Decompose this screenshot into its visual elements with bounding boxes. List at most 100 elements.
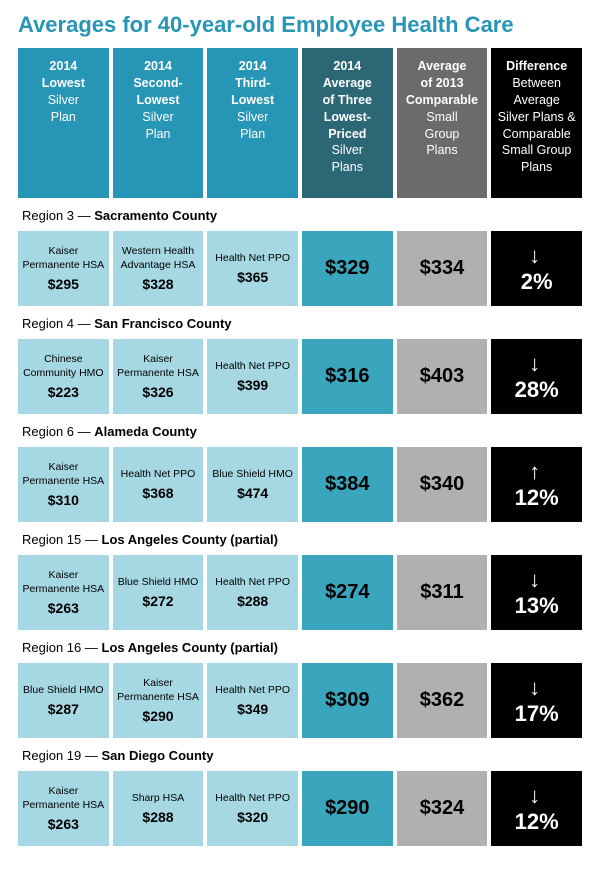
- plan-name: Blue Shield HMO: [212, 468, 293, 481]
- column-header-3: 2014Averageof ThreeLowest-PricedSilverPl…: [302, 48, 393, 198]
- plan-cell: Blue Shield HMO $272: [113, 555, 204, 630]
- header-light: BetweenAverageSilver Plans &ComparableSm…: [498, 75, 576, 176]
- plan-name: Kaiser Permanente HSA: [22, 785, 105, 811]
- difference-cell: ↓28%: [491, 339, 582, 414]
- arrow-down-icon: ↓: [529, 675, 540, 701]
- plan-price: $328: [142, 276, 173, 292]
- plan-price: $399: [237, 377, 268, 393]
- difference-pct: 17%: [515, 701, 559, 727]
- plan-price: $290: [142, 708, 173, 724]
- plan-price: $263: [48, 600, 79, 616]
- column-header-5: DifferenceBetweenAverageSilver Plans &Co…: [491, 48, 582, 198]
- plan-cell: Chinese Community HMO $223: [18, 339, 109, 414]
- plan-price: $365: [237, 269, 268, 285]
- plan-cell: Western Health Advantage HSA $328: [113, 231, 204, 306]
- plan-price: $272: [142, 593, 173, 609]
- plan-price: $310: [48, 492, 79, 508]
- plan-name: Kaiser Permanente HSA: [22, 461, 105, 487]
- plan-cell: Health Net PPO$368: [113, 447, 204, 522]
- avg-2013-cell: $324: [397, 771, 488, 846]
- header-bold: 2014Second-Lowest: [133, 58, 182, 109]
- difference-pct: 28%: [515, 377, 559, 403]
- avg-2014-cell: $274: [302, 555, 393, 630]
- plan-cell: Kaiser Permanente HSA $263: [18, 771, 109, 846]
- header-bold: Averageof 2013Comparable: [406, 58, 478, 109]
- arrow-down-icon: ↓: [529, 243, 540, 269]
- header-light: SilverPlans: [332, 142, 363, 176]
- avg-2014-cell: $290: [302, 771, 393, 846]
- plan-price: $320: [237, 809, 268, 825]
- avg-2013-cell: $362: [397, 663, 488, 738]
- avg-2014-cell: $329: [302, 231, 393, 306]
- plan-name: Health Net PPO: [215, 792, 290, 805]
- plan-name: Blue Shield HMO: [23, 684, 104, 697]
- region-label: Region 4 — San Francisco County: [18, 310, 582, 335]
- plan-price: $474: [237, 485, 268, 501]
- header-bold: Difference: [506, 58, 567, 75]
- plan-price: $326: [142, 384, 173, 400]
- avg-2013-cell: $340: [397, 447, 488, 522]
- plan-price: $287: [48, 701, 79, 717]
- plan-name: Sharp HSA: [132, 792, 185, 805]
- plan-name: Health Net PPO: [215, 684, 290, 697]
- region-label: Region 3 — Sacramento County: [18, 202, 582, 227]
- avg-2014-cell: $309: [302, 663, 393, 738]
- difference-cell: ↑12%: [491, 447, 582, 522]
- plan-price: $223: [48, 384, 79, 400]
- plan-name: Health Net PPO: [215, 360, 290, 373]
- avg-2014-cell: $384: [302, 447, 393, 522]
- plan-price: $349: [237, 701, 268, 717]
- difference-pct: 12%: [515, 809, 559, 835]
- plan-cell: Blue Shield HMO $474: [207, 447, 298, 522]
- plan-price: $368: [142, 485, 173, 501]
- plan-cell: Sharp HSA $288: [113, 771, 204, 846]
- plan-cell: Kaiser Permanente HSA $263: [18, 555, 109, 630]
- healthcare-table: 2014LowestSilverPlan2014Second-LowestSil…: [18, 48, 582, 846]
- column-header-0: 2014LowestSilverPlan: [18, 48, 109, 198]
- plan-name: Blue Shield HMO: [118, 576, 199, 589]
- region-label: Region 19 — San Diego County: [18, 742, 582, 767]
- plan-name: Kaiser Permanente HSA: [117, 677, 200, 703]
- plan-name: Kaiser Permanente HSA: [22, 245, 105, 271]
- header-light: SilverPlan: [237, 109, 268, 143]
- column-header-4: Averageof 2013ComparableSmallGroupPlans: [397, 48, 488, 198]
- difference-cell: ↓2%: [491, 231, 582, 306]
- avg-2013-cell: $403: [397, 339, 488, 414]
- plan-cell: Kaiser Permanente HSA $290: [113, 663, 204, 738]
- difference-cell: ↓13%: [491, 555, 582, 630]
- plan-name: Health Net PPO: [215, 252, 290, 265]
- page-title: Averages for 40-year-old Employee Health…: [18, 12, 582, 38]
- plan-cell: Blue Shield HMO $287: [18, 663, 109, 738]
- plan-price: $288: [142, 809, 173, 825]
- plan-name: Kaiser Permanente HSA: [22, 569, 105, 595]
- difference-cell: ↓12%: [491, 771, 582, 846]
- header-light: SilverPlan: [48, 92, 79, 126]
- plan-price: $288: [237, 593, 268, 609]
- region-label: Region 15 — Los Angeles County (partial): [18, 526, 582, 551]
- plan-price: $263: [48, 816, 79, 832]
- arrow-down-icon: ↓: [529, 351, 540, 377]
- plan-cell: Health Net PPO $365: [207, 231, 298, 306]
- column-header-2: 2014Third-LowestSilverPlan: [207, 48, 298, 198]
- header-bold: 2014Averageof ThreeLowest-Priced: [323, 58, 372, 142]
- avg-2013-cell: $311: [397, 555, 488, 630]
- plan-cell: Health Net PPO $399: [207, 339, 298, 414]
- plan-price: $295: [48, 276, 79, 292]
- header-bold: 2014Third-Lowest: [231, 58, 274, 109]
- arrow-up-icon: ↑: [529, 459, 540, 485]
- difference-pct: 2%: [521, 269, 553, 295]
- header-light: SilverPlan: [142, 109, 173, 143]
- difference-cell: ↓17%: [491, 663, 582, 738]
- plan-cell: Kaiser Permanente HSA $295: [18, 231, 109, 306]
- avg-2014-cell: $316: [302, 339, 393, 414]
- plan-name: Chinese Community HMO: [22, 353, 105, 379]
- avg-2013-cell: $334: [397, 231, 488, 306]
- plan-cell: Kaiser Permanente HSA $310: [18, 447, 109, 522]
- arrow-down-icon: ↓: [529, 567, 540, 593]
- header-light: SmallGroupPlans: [425, 109, 460, 160]
- plan-name: Western Health Advantage HSA: [117, 245, 200, 271]
- difference-pct: 12%: [515, 485, 559, 511]
- plan-cell: Kaiser Permanente HSA$326: [113, 339, 204, 414]
- plan-cell: Health Net PPO $349: [207, 663, 298, 738]
- arrow-down-icon: ↓: [529, 783, 540, 809]
